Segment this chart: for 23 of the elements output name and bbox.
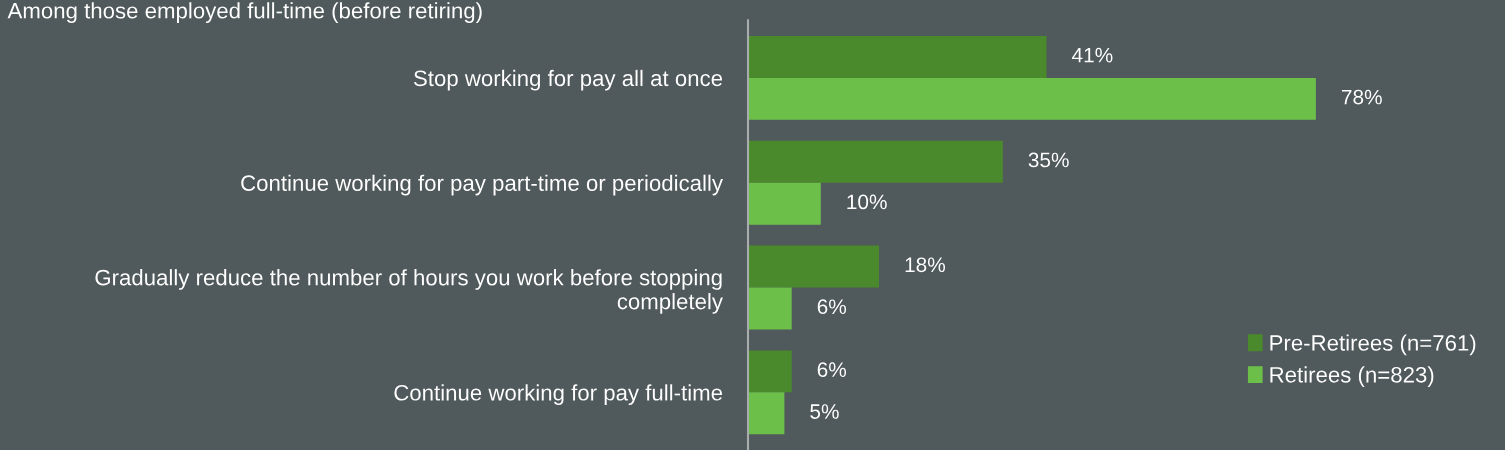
bar [748, 77, 1316, 120]
data-label: 78% [1341, 89, 1382, 105]
data-label: 10% [847, 194, 887, 210]
bar [748, 287, 792, 330]
data-label: 41% [1071, 47, 1113, 63]
bar [748, 140, 1003, 183]
bar [748, 245, 880, 288]
data-label: 35% [1028, 152, 1069, 168]
text: Among those employed full-time (before retiring) [7, 2, 482, 23]
bar [748, 392, 785, 435]
data-label: 6% [817, 299, 847, 315]
legend-label: Retirees (n=823) [1270, 366, 1434, 388]
y-tick-label: Gradually reduce the number of hours you work before stopping completely [95, 269, 723, 314]
data-label: 18% [905, 257, 946, 273]
y-tick-label: Continue working for pay full-time [394, 384, 723, 406]
data-label: 5% [810, 404, 839, 419]
y-tick-label: Stop working for pay all at once [413, 69, 723, 91]
y-tick-label: Continue working for pay part-time or periodically [241, 174, 723, 196]
bar [748, 350, 792, 393]
bar [748, 182, 821, 225]
data-label: 6% [817, 362, 847, 377]
bar [748, 35, 1047, 78]
legend-label: Pre-Retirees (n=761) [1270, 334, 1476, 356]
